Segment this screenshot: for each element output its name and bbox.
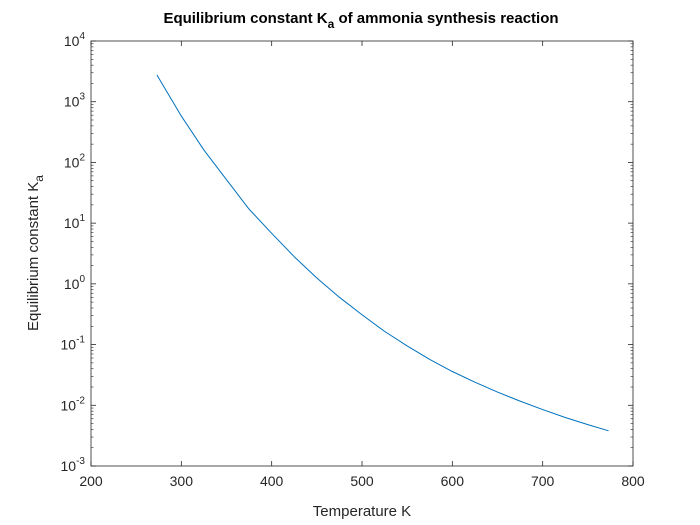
y-tick-label: 10-3 bbox=[61, 456, 86, 474]
y-tick-exponent: -1 bbox=[76, 335, 85, 346]
y-axis-label: Equilibrium constant Ka bbox=[25, 175, 46, 331]
series-line bbox=[156, 74, 609, 432]
y-tick-exponent: 2 bbox=[79, 152, 85, 163]
y-tick-base: 10 bbox=[64, 276, 80, 292]
y-tick-base: 10 bbox=[61, 397, 77, 413]
y-axis-label-prefix: Equilibrium constant K bbox=[25, 182, 42, 331]
y-tick-exponent: 3 bbox=[79, 92, 85, 103]
plot-area bbox=[90, 40, 634, 467]
x-axis-ticks: 200 300 400 500 600 700 800 bbox=[79, 41, 645, 489]
y-tick-base: 10 bbox=[64, 154, 80, 170]
series-layer bbox=[156, 74, 609, 432]
chart-title-subscript: a bbox=[328, 17, 335, 31]
chart-title: Equilibrium constant Ka of ammonia synth… bbox=[163, 10, 558, 31]
chart-title-suffix: of ammonia synthesis reaction bbox=[334, 10, 558, 27]
chart-title-prefix: Equilibrium constant K bbox=[163, 10, 327, 27]
y-tick-label: 10-2 bbox=[61, 395, 86, 413]
y-tick-label: 104 bbox=[64, 31, 86, 49]
y-axis-label-subscript: a bbox=[32, 175, 46, 182]
y-tick-base: 10 bbox=[64, 215, 80, 231]
y-tick-exponent: 4 bbox=[79, 31, 85, 42]
y-tick-label: 10-1 bbox=[61, 335, 86, 353]
y-tick-exponent: -2 bbox=[76, 395, 85, 406]
x-tick-label: 200 bbox=[79, 473, 103, 489]
y-tick-exponent: 1 bbox=[79, 213, 85, 224]
x-axis-label: Temperature K bbox=[313, 503, 411, 520]
y-tick-exponent: 0 bbox=[79, 274, 85, 285]
x-tick-label: 300 bbox=[170, 473, 194, 489]
x-tick-label: 800 bbox=[621, 473, 645, 489]
x-tick-label: 700 bbox=[531, 473, 555, 489]
y-tick-base: 10 bbox=[64, 33, 80, 49]
y-tick-exponent: -3 bbox=[76, 456, 85, 467]
y-tick-label: 102 bbox=[64, 152, 86, 170]
x-tick-label: 400 bbox=[260, 473, 284, 489]
y-tick-base: 10 bbox=[64, 94, 80, 110]
x-tick-label: 600 bbox=[441, 473, 465, 489]
y-tick-base: 10 bbox=[61, 337, 77, 353]
x-tick-label: 500 bbox=[350, 473, 374, 489]
y-tick-label: 103 bbox=[64, 92, 86, 110]
y-tick-base: 10 bbox=[61, 458, 77, 474]
y-tick-label: 100 bbox=[64, 274, 86, 292]
y-tick-label: 101 bbox=[64, 213, 86, 231]
